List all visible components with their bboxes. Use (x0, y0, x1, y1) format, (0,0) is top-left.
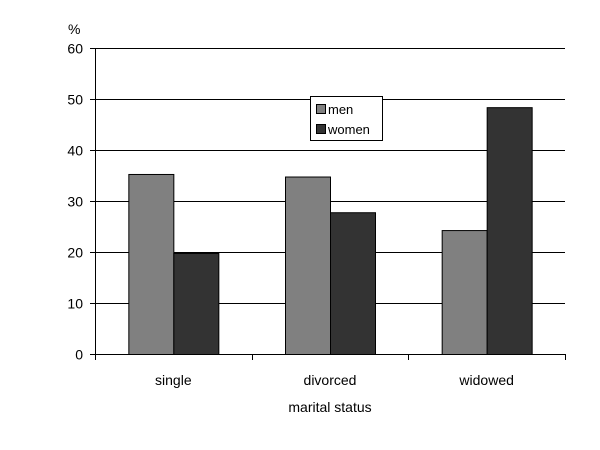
axes (95, 48, 565, 355)
x-tick-label-single: single (155, 372, 192, 388)
x-tick-label-divorced: divorced (304, 372, 357, 388)
legend-label-women: women (327, 122, 370, 137)
legend-swatch-women (316, 124, 326, 134)
y-tick-label: 60 (67, 41, 83, 57)
legend-swatch-men (316, 104, 326, 114)
y-tick-label: 0 (75, 347, 83, 363)
y-tick-label: 40 (67, 143, 83, 159)
legend-label-men: men (328, 102, 353, 117)
x-tick-labels: single divorced widowed (95, 354, 566, 388)
y-tick-label: 20 (67, 245, 83, 261)
x-tick-label-widowed: widowed (458, 372, 513, 388)
bar-women-single (173, 253, 220, 356)
legend: men women (310, 96, 383, 141)
x-axis-label: marital status (288, 399, 371, 415)
y-tick-label: 10 (67, 296, 83, 312)
bar-women-widowed (486, 107, 533, 355)
y-tick-labels: 0 10 20 30 40 50 60 (67, 41, 95, 363)
bar-men-single (128, 173, 175, 355)
bar-men-divorced (285, 176, 331, 355)
y-tick-label: 50 (67, 92, 83, 108)
bars (128, 107, 533, 356)
bar-men-widowed (441, 230, 488, 356)
y-axis-label: % (68, 21, 80, 37)
y-tick-label: 30 (67, 194, 83, 210)
bar-women-divorced (330, 212, 376, 355)
